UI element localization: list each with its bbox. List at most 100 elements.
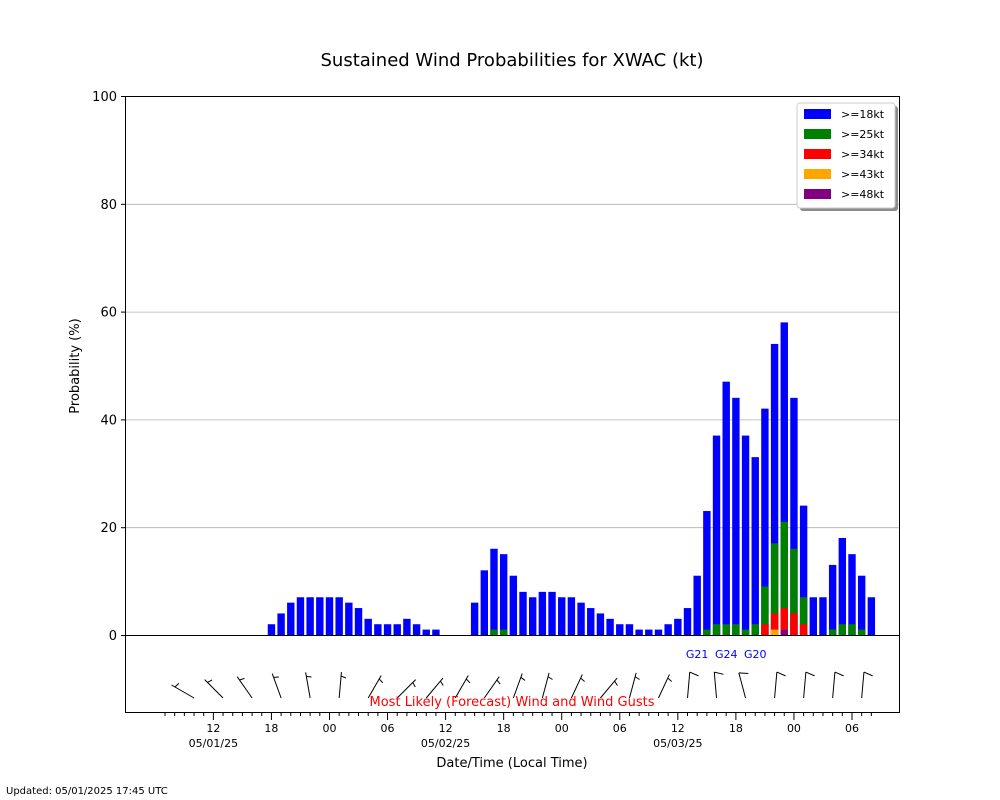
bar-18ktkt-53 <box>674 618 682 635</box>
bar-18ktkt-44 <box>587 608 595 635</box>
bar-18ktkt-36 <box>509 575 518 635</box>
bar-18ktkt-63 <box>770 343 779 635</box>
x-tick-label: 00 <box>322 722 336 735</box>
legend-label: >=48kt <box>841 188 885 201</box>
x-tick-label: 06 <box>845 722 859 735</box>
barb-staff <box>236 676 253 699</box>
barb-flag <box>378 678 384 684</box>
bar-18ktkt-15 <box>306 597 314 635</box>
wind-barb <box>171 683 195 699</box>
bar-18ktkt-59 <box>732 397 740 635</box>
x-tick-label: 18 <box>497 722 511 735</box>
bar-25ktkt-65 <box>790 548 798 635</box>
bar-18ktkt-62 <box>761 408 769 635</box>
bar-18ktkt-51 <box>654 629 663 635</box>
bar-25ktkt-66 <box>799 597 808 635</box>
bar-18ktkt-50 <box>645 629 653 635</box>
bar-18ktkt-54 <box>683 608 692 635</box>
bar-25ktkt-64 <box>780 521 788 635</box>
bar-43ktkt-63 <box>770 629 779 635</box>
bar-25ktkt-63 <box>770 543 779 635</box>
bar-18ktkt-35 <box>499 554 508 635</box>
bar-18ktkt-41 <box>558 597 566 635</box>
bar-18ktkt-22 <box>374 624 382 635</box>
bar-18ktkt-32 <box>470 602 479 635</box>
wind-barb <box>236 676 253 699</box>
legend-label: >=34kt <box>841 148 885 161</box>
wind-barb <box>713 671 724 699</box>
legend-swatch <box>804 109 831 119</box>
bar-18ktkt-69 <box>828 564 837 635</box>
legend-swatch <box>804 129 831 139</box>
bar-18ktkt-17 <box>325 597 334 635</box>
wind-barb <box>541 672 553 699</box>
bar-18ktkt-65 <box>790 397 798 635</box>
bar-34ktkt-64 <box>780 608 788 635</box>
x-tick-label: 00 <box>787 722 801 735</box>
bar-25ktkt-56 <box>703 629 711 635</box>
barb-staff <box>338 672 342 699</box>
wind-barb <box>204 679 224 699</box>
y-axis-ticks: 100 80 60 40 20 0 <box>92 90 125 644</box>
bar-25ktkt-70 <box>838 624 847 635</box>
barb-flag <box>412 682 416 688</box>
gust-label: G21 <box>686 648 709 661</box>
barb-flag <box>738 672 749 674</box>
wind-barb <box>396 679 416 699</box>
bar-18ktkt-16 <box>316 597 324 635</box>
barb-flag <box>614 680 618 686</box>
bar-18ktkt-33 <box>480 570 489 635</box>
barb-staff <box>658 674 670 699</box>
bar-25ktkt-69 <box>828 629 837 635</box>
bar-34ktkt-66 <box>799 624 808 635</box>
x-tick-label: 06 <box>381 722 395 735</box>
bar-25ktkt-57 <box>712 624 721 635</box>
x-tick-label: 12 <box>439 722 453 735</box>
bar-18ktkt-40 <box>548 591 556 635</box>
wind-barb <box>512 673 526 699</box>
gust-label: G20 <box>744 648 767 661</box>
bar-25ktkt-59 <box>732 624 740 635</box>
bar-18ktkt-23 <box>383 624 392 635</box>
legend-swatch <box>804 189 831 199</box>
wind-barb <box>600 677 618 699</box>
barb-flag <box>689 671 699 677</box>
bar-18ktkt-70 <box>838 537 847 635</box>
y-tick-label: 100 <box>92 90 117 105</box>
x-axis-label: Date/Time (Local Time) <box>436 756 587 771</box>
x-tick-label: 18 <box>729 722 743 735</box>
bar-18ktkt-42 <box>567 597 576 635</box>
grid-lines <box>125 203 900 529</box>
x-tick-label: 12 <box>206 722 220 735</box>
barb-flag <box>714 671 724 675</box>
barb-flag <box>805 671 815 677</box>
bar-18ktkt-24 <box>393 624 401 635</box>
bar-34ktkt-62 <box>761 624 769 635</box>
barb-staff <box>803 672 807 699</box>
bar-18ktkt-45 <box>596 613 605 635</box>
bar-18ktkt-21 <box>364 618 372 635</box>
wind-barb <box>483 676 501 699</box>
bars-group <box>125 322 900 636</box>
x-date-label: 05/02/25 <box>421 737 470 750</box>
bar-18ktkt-19 <box>345 602 353 635</box>
bar-18ktkt-67 <box>809 597 817 635</box>
x-tick-label: 00 <box>555 722 569 735</box>
bar-18ktkt-61 <box>751 457 759 635</box>
barb-staff <box>713 672 718 699</box>
bar-18ktkt-60 <box>741 435 750 635</box>
barb-flag <box>667 677 673 682</box>
wind-barb <box>687 671 699 699</box>
x-date-label: 05/03/25 <box>653 737 702 750</box>
y-tick-label: 80 <box>100 198 117 213</box>
updated-timestamp: Updated: 05/01/2025 17:45 UTC <box>6 786 168 797</box>
barb-staff <box>774 672 778 699</box>
bar-18ktkt-72 <box>857 575 866 635</box>
bar-18ktkt-25 <box>403 618 411 635</box>
legend-label: >=18kt <box>841 108 885 121</box>
bar-18ktkt-26 <box>412 624 421 635</box>
wind-barb <box>658 674 673 699</box>
barb-flag <box>340 675 347 679</box>
bar-18ktkt-34 <box>490 548 498 635</box>
